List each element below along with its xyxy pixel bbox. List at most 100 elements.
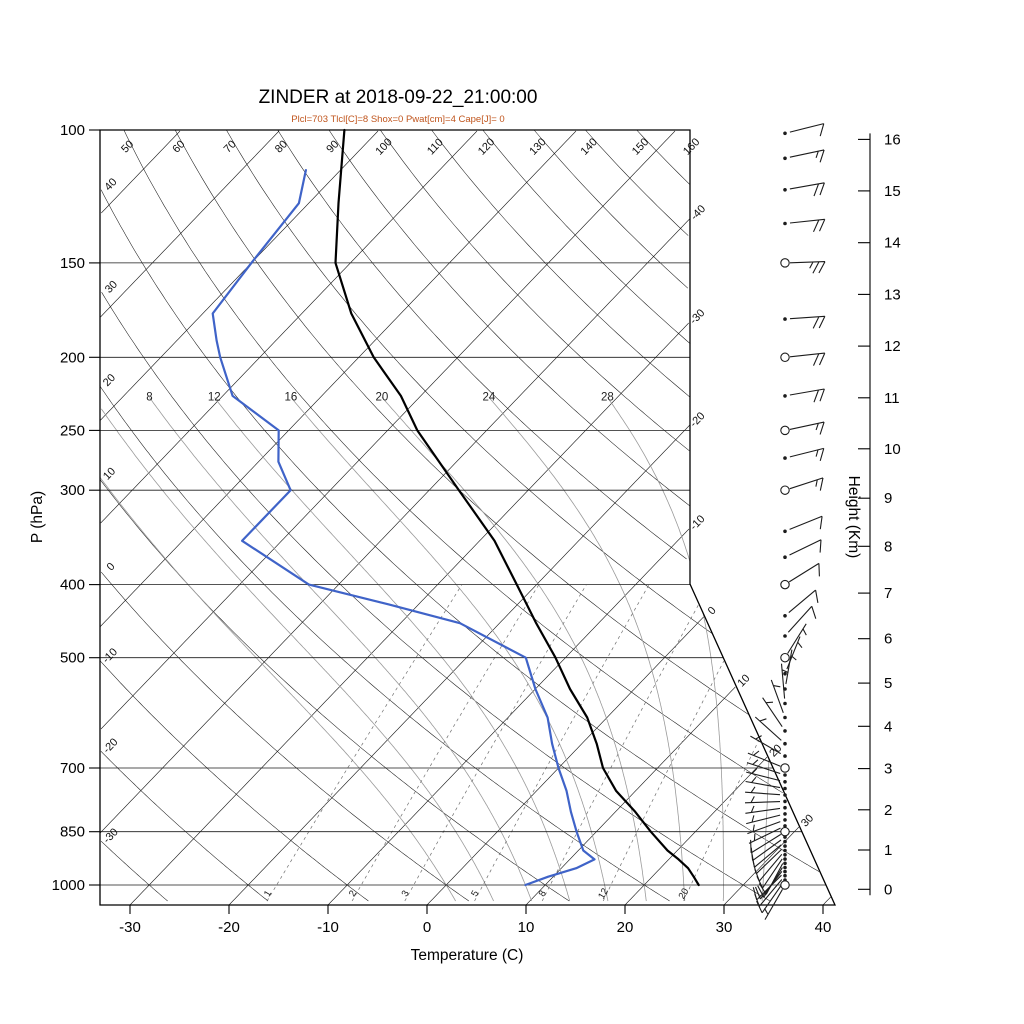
wind-station-circle (780, 826, 790, 837)
dewpoint-curve (211, 169, 596, 887)
moist-adiabat-line (290, 397, 609, 902)
wind-station-circle (780, 352, 790, 363)
isotherm-line (228, 424, 690, 906)
wind-station-dot (783, 188, 787, 192)
wind-station-dot (783, 754, 787, 758)
wind-station-dot (783, 805, 787, 810)
wind-barb (789, 123, 825, 137)
isotherm-line (99, 130, 577, 628)
isotherm-line (100, 130, 478, 524)
wind-barb (747, 821, 781, 835)
isotherm-line (100, 130, 280, 318)
dry-adiabat-line (585, 129, 689, 236)
wind-station-circle (780, 763, 790, 773)
wind-station-dot (783, 701, 787, 706)
height-tick-label: 12 (884, 338, 901, 355)
isotherm-edge-label: 0 (706, 605, 719, 618)
mixing-ratio-label: 8 (537, 889, 549, 899)
isotherm-edge-label: -20 (688, 410, 708, 430)
dry-adiabat-label: 130 (527, 136, 548, 158)
isotherm-edge-label: 30 (799, 812, 816, 829)
wind-station-circle (780, 579, 790, 590)
dry-adiabat-label: 140 (579, 136, 600, 158)
height-tick-label: 16 (884, 131, 901, 148)
height-tick-label: 3 (884, 761, 892, 778)
wind-barb (789, 477, 824, 491)
dry-adiabat-label: -20 (101, 736, 121, 756)
height-tick-label: 5 (884, 675, 892, 692)
pressure-tick-label: 200 (60, 349, 85, 366)
height-tick-label: 9 (884, 490, 892, 507)
dry-adiabat-line (636, 129, 690, 185)
height-tick-label: 13 (884, 286, 901, 303)
wind-station-dot (783, 671, 787, 676)
dry-adiabat-line (100, 189, 820, 872)
dry-adiabat-line (100, 571, 469, 902)
dry-adiabat-label: -10 (100, 646, 120, 666)
mixing-ratio-line (683, 738, 760, 902)
dry-adiabat-label: 30 (103, 279, 120, 296)
wind-barb (787, 623, 807, 654)
pressure-tick-label: 100 (60, 122, 85, 139)
wind-barb (788, 589, 819, 614)
wind-station-dot (783, 456, 787, 460)
moist-adiabat-line (99, 476, 456, 902)
dry-adiabat-label: 110 (425, 136, 446, 157)
dry-adiabat-line (101, 292, 771, 902)
wind-station-dot (783, 780, 787, 784)
wind-station-dot (783, 715, 787, 720)
pressure-tick-label: 700 (60, 760, 85, 777)
wind-station-dot (783, 634, 787, 638)
wind-station-dot (783, 865, 787, 870)
wind-station-dot (783, 853, 787, 857)
mixing-ratio-line (474, 584, 650, 902)
dry-adiabat-label: 50 (119, 138, 136, 155)
mixing-ratio-label: 3 (400, 889, 412, 899)
temperature-tick-label: 30 (716, 919, 733, 936)
wind-barb (789, 315, 826, 329)
pressure-tick-label: 400 (60, 577, 85, 594)
dry-adiabat-line (99, 385, 670, 902)
wind-station-dot (783, 857, 787, 861)
wind-barb (756, 858, 783, 889)
wind-station-circle (780, 258, 790, 268)
plot-border (99, 129, 837, 906)
moist-adiabat-label: 8 (146, 391, 152, 403)
dry-adiabat-line (100, 841, 168, 902)
dry-adiabat-label: 100 (373, 136, 394, 158)
wind-station-dot (783, 812, 787, 816)
wind-station-dot (783, 869, 787, 874)
height-tick-label: 1 (884, 842, 892, 859)
wind-station-circle (780, 425, 790, 436)
dry-adiabat-line (100, 660, 369, 902)
wind-station-dot (783, 394, 787, 398)
wind-station-dot (783, 873, 787, 878)
wind-barb (789, 182, 825, 197)
wind-station-dot (783, 861, 787, 866)
height-tick-label: 8 (884, 538, 892, 555)
wind-station-dot (783, 741, 787, 746)
wind-barb (785, 649, 797, 685)
mixing-ratio-line (602, 660, 725, 902)
wind-barb (747, 750, 781, 767)
wind-station-circle (780, 652, 790, 663)
wind-barb (762, 697, 783, 728)
wind-station-dot (783, 131, 787, 136)
dry-adiabat-label: 80 (273, 138, 290, 155)
moist-adiabat-line (381, 397, 647, 902)
dry-adiabat-label: 160 (681, 136, 702, 158)
isotherm-line (426, 616, 704, 906)
wind-barb (756, 883, 783, 914)
moist-adiabat-label: 12 (208, 391, 221, 403)
mixing-ratio-line (404, 584, 587, 902)
height-tick-label: 7 (884, 585, 892, 602)
wind-station-dot (783, 317, 787, 321)
pressure-tick-label: 150 (60, 255, 85, 272)
isotherm-line (129, 322, 689, 906)
height-tick-label: 6 (884, 631, 892, 648)
wind-barb (789, 388, 825, 403)
wind-station-dot (783, 156, 787, 161)
temperature-tick-label: -30 (119, 919, 141, 936)
dry-adiabat-label: 10 (101, 465, 118, 482)
wind-barb (745, 805, 781, 814)
